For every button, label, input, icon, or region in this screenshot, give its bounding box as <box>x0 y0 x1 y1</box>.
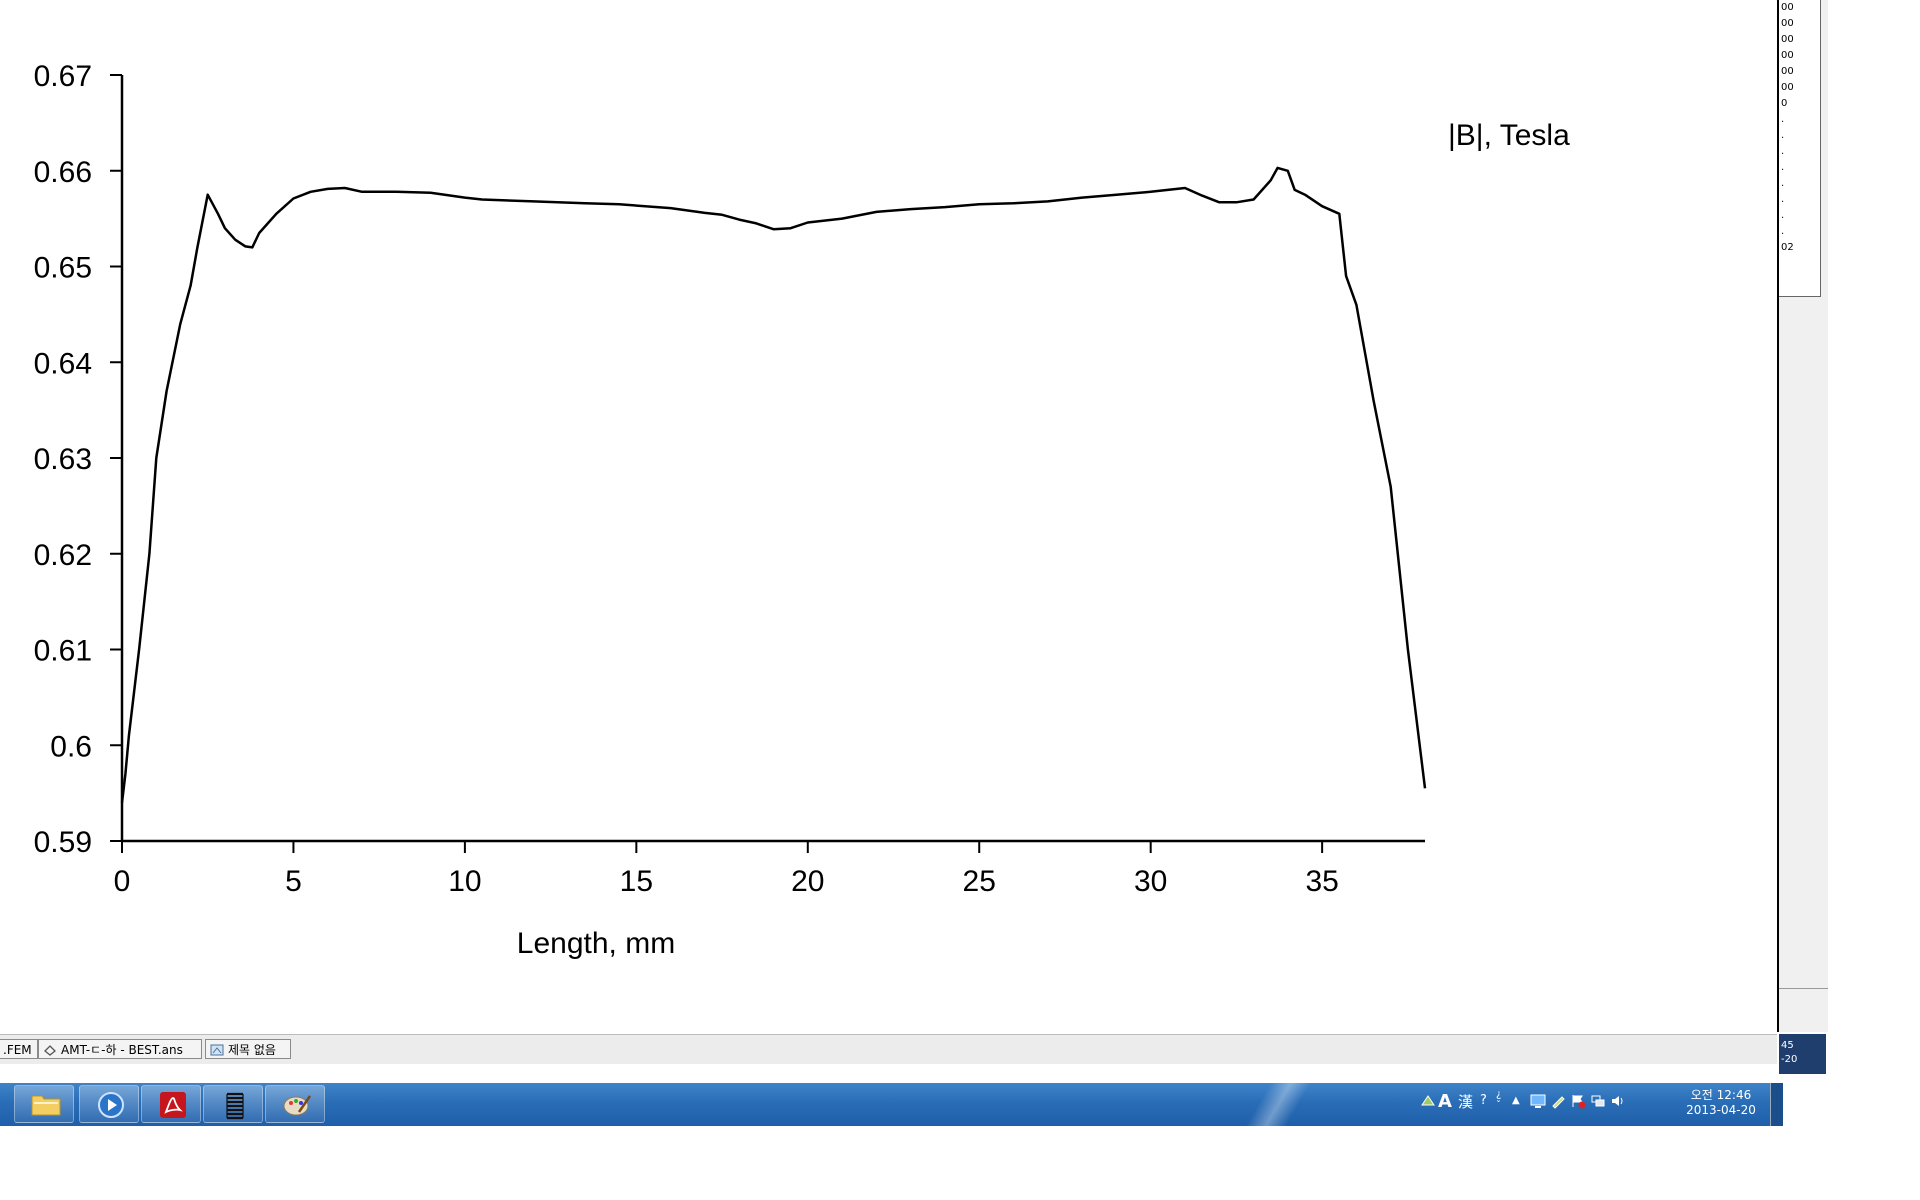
y-tick-label: 0.66 <box>34 156 92 189</box>
tab-fem[interactable]: .FEM <box>0 1039 38 1059</box>
document-tab-strip: .FEM AMT-ㄷ-하 - BEST.ans 제목 없음 <box>0 1034 1777 1064</box>
right-panel-line: . <box>1781 210 1785 221</box>
media-player-icon <box>98 1092 124 1118</box>
network-icon[interactable] <box>1590 1093 1606 1113</box>
y-tick-label: 0.61 <box>34 635 92 668</box>
taskbar-adobe-reader-button[interactable] <box>141 1085 201 1123</box>
ime-mode-a[interactable]: A <box>1438 1091 1452 1112</box>
tab-untitled-label: 제목 없음 <box>228 1043 276 1057</box>
right-panel-line: 02 <box>1781 242 1794 253</box>
show-hidden-icons[interactable]: ▲ <box>1512 1095 1520 1106</box>
folder-icon <box>31 1095 61 1116</box>
x-tick-label: 15 <box>620 865 653 898</box>
right-tab-line-2: -20 <box>1781 1054 1798 1065</box>
right-panel-line: 00 <box>1781 34 1794 45</box>
language-bar-icon[interactable] <box>1420 1093 1436 1113</box>
tab-amt-best[interactable]: AMT-ㄷ-하 - BEST.ans <box>38 1039 202 1059</box>
right-panel-line: . <box>1781 194 1785 205</box>
x-axis-label: Length, mm <box>517 927 675 960</box>
tab-amt-best-label: AMT-ㄷ-하 - BEST.ans <box>61 1043 183 1057</box>
system-clock[interactable]: 오전 12:46 2013-04-20 <box>1678 1088 1764 1118</box>
right-panel-line: . <box>1781 146 1785 157</box>
taskbar: A 漢 ? ¿ ˇ ▲ 오전 12:46 2013-04-20 <box>0 1083 1783 1126</box>
right-panel-line: 00 <box>1781 82 1794 93</box>
right-panel-divider <box>1779 988 1828 989</box>
right-tab-line-1: 45 <box>1781 1040 1794 1051</box>
x-tick-label: 30 <box>1134 865 1167 898</box>
y-tick-label: 0.6 <box>50 730 92 763</box>
y-tick-label: 0.64 <box>34 347 92 380</box>
taskbar-coil-app-button[interactable] <box>203 1085 263 1123</box>
right-panel-tab-text: 45 -20 <box>1779 1034 1826 1067</box>
pen-icon[interactable] <box>1550 1093 1566 1113</box>
series-layer <box>120 166 1427 803</box>
y-tick-label: 0.63 <box>34 443 92 476</box>
document-icon <box>43 1043 57 1057</box>
monitor-icon[interactable] <box>1530 1093 1546 1113</box>
clock-date: 2013-04-20 <box>1686 1103 1756 1117</box>
right-panel-tab[interactable]: 45 -20 <box>1779 1034 1826 1074</box>
y-tick-label: 0.62 <box>34 539 92 572</box>
legend-label: |B|, Tesla <box>1448 119 1570 152</box>
taskbar-folder-button[interactable] <box>14 1085 74 1123</box>
y-tick-label: 0.59 <box>34 826 92 859</box>
x-tick-label: 10 <box>448 865 481 898</box>
right-panel-line: 00 <box>1781 66 1794 77</box>
action-center-icon[interactable] <box>1570 1093 1586 1113</box>
taskbar-highlight <box>1230 1083 1340 1126</box>
x-tick-label: 5 <box>285 865 302 898</box>
right-panel-line: 0 <box>1781 98 1788 109</box>
magnetic-field-chart: 0.59 0.6 0.61 0.62 0.63 0.64 0.65 0.66 0.67 0 5 10 1… <box>34 60 1570 960</box>
y-tick-label: 0.67 <box>34 60 92 93</box>
right-panel-line: . <box>1781 226 1785 237</box>
x-tick-label: 20 <box>791 865 824 898</box>
right-panel-line: 00 <box>1781 2 1794 13</box>
ticks: 0.59 0.6 0.61 0.62 0.63 0.64 0.65 0.66 0.67 0 5 10 1… <box>34 60 1339 898</box>
right-panel-line: . <box>1781 130 1785 141</box>
right-panel-line: . <box>1781 178 1785 189</box>
show-desktop-button[interactable] <box>1770 1083 1783 1126</box>
coil-app-icon <box>226 1092 244 1120</box>
y-tick-label: 0.65 <box>34 252 92 285</box>
right-panel-line: . <box>1781 114 1785 125</box>
tab-untitled[interactable]: 제목 없음 <box>205 1039 291 1059</box>
adobe-reader-icon <box>160 1092 186 1118</box>
help-icon[interactable]: ? <box>1480 1093 1487 1108</box>
plot-window: 0.59 0.6 0.61 0.62 0.63 0.64 0.65 0.66 0.67 0 5 10 1… <box>33 60 1571 960</box>
paint-doc-icon <box>210 1043 224 1057</box>
right-panel-list: 00 00 00 00 00 00 0........ 02 <box>1779 0 1821 297</box>
volume-icon[interactable] <box>1610 1093 1626 1113</box>
clock-time: 오전 12:46 <box>1690 1088 1752 1102</box>
paint-icon <box>283 1095 312 1116</box>
x-tick-label: 0 <box>114 865 131 898</box>
tab-fem-label: .FEM <box>3 1043 32 1057</box>
right-panel-line: . <box>1781 162 1785 173</box>
x-tick-label: 25 <box>963 865 996 898</box>
right-panel-line: 00 <box>1781 18 1794 29</box>
ime-hanja[interactable]: 漢 <box>1458 1093 1474 1111</box>
taskbar-media-player-button[interactable] <box>79 1085 139 1123</box>
right-panel-line: 00 <box>1781 50 1794 61</box>
ime-options-icon[interactable]: ¿ ˇ <box>1496 1089 1502 1111</box>
taskbar-paint-button[interactable] <box>265 1085 325 1123</box>
x-tick-label: 35 <box>1305 865 1338 898</box>
right-side-panel: 00 00 00 00 00 00 0........ 02 <box>1777 0 1828 1032</box>
series-line <box>120 166 1427 803</box>
